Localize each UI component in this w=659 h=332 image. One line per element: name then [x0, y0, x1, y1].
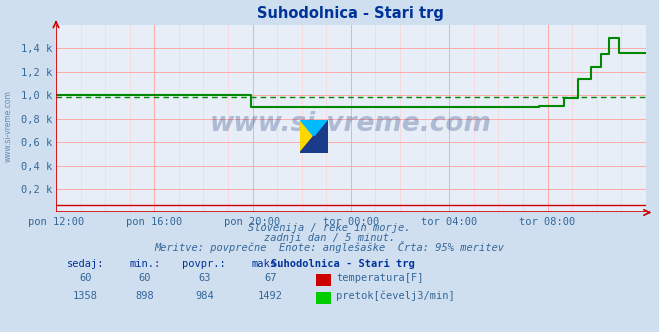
Text: temperatura[F]: temperatura[F]	[336, 273, 424, 283]
Text: maks.:: maks.:	[252, 259, 289, 269]
Text: 1492: 1492	[258, 291, 283, 301]
Text: 63: 63	[198, 273, 210, 283]
Polygon shape	[300, 120, 328, 136]
Polygon shape	[300, 120, 314, 153]
Text: min.:: min.:	[129, 259, 161, 269]
Text: 60: 60	[139, 273, 151, 283]
Text: 984: 984	[195, 291, 214, 301]
Text: pretok[čevelj3/min]: pretok[čevelj3/min]	[336, 290, 455, 301]
Text: Slovenija / reke in morje.: Slovenija / reke in morje.	[248, 223, 411, 233]
Text: 1358: 1358	[73, 291, 98, 301]
Polygon shape	[300, 136, 328, 153]
Polygon shape	[314, 120, 328, 153]
Text: www.si-vreme.com: www.si-vreme.com	[210, 111, 492, 137]
Text: zadnji dan / 5 minut.: zadnji dan / 5 minut.	[264, 233, 395, 243]
Text: Suhodolnica - Stari trg: Suhodolnica - Stari trg	[271, 259, 415, 269]
Text: 60: 60	[80, 273, 92, 283]
Text: 898: 898	[136, 291, 154, 301]
Title: Suhodolnica - Stari trg: Suhodolnica - Stari trg	[258, 6, 444, 21]
Text: sedaj:: sedaj:	[67, 259, 104, 269]
Text: www.si-vreme.com: www.si-vreme.com	[3, 90, 13, 162]
Text: povpr.:: povpr.:	[183, 259, 226, 269]
Text: Meritve: povprečne  Enote: anglešaške  Črta: 95% meritev: Meritve: povprečne Enote: anglešaške Črt…	[154, 241, 505, 253]
Text: 67: 67	[264, 273, 276, 283]
